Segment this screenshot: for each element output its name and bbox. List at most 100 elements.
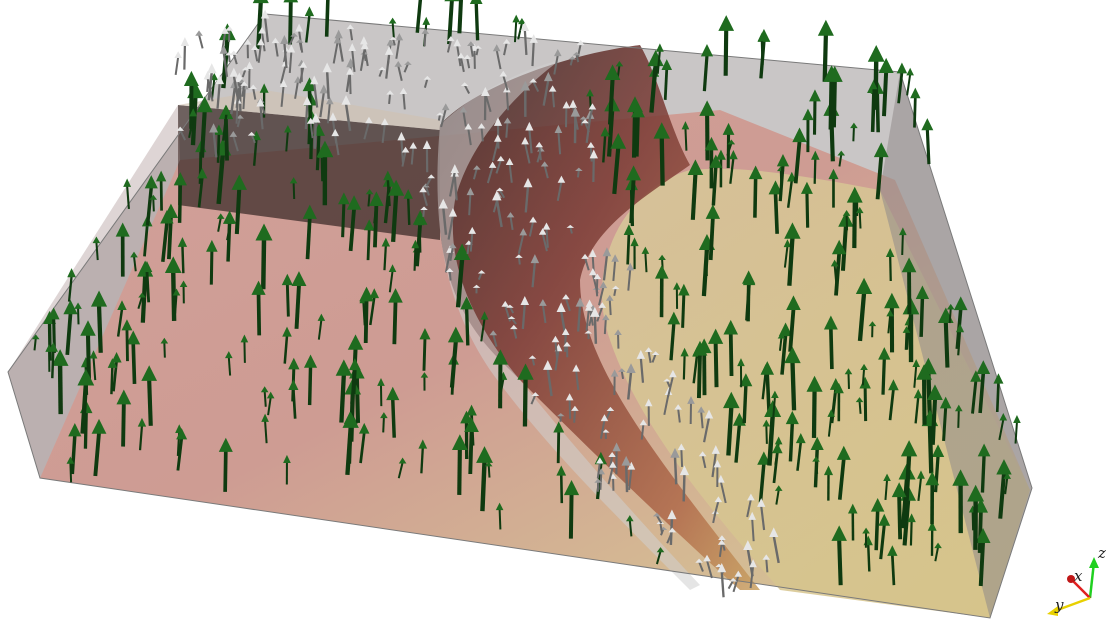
vector-arrow-head: [380, 412, 388, 419]
vector-arrow-head: [663, 378, 671, 382]
vector-arrow-head: [760, 361, 775, 375]
vector-arrow-shaft: [227, 54, 231, 63]
vector-arrow-shaft: [815, 460, 819, 474]
vector-arrow-head: [886, 309, 894, 317]
vector-arrow-shaft: [790, 362, 797, 411]
vector-arrow-head: [174, 51, 182, 59]
vector-arrow-shaft: [232, 135, 239, 152]
vector-arrow-shaft: [904, 331, 908, 350]
vector-arrow-head: [404, 61, 412, 65]
vector-arrow-shaft: [913, 365, 918, 388]
vector-arrow-head: [878, 57, 894, 74]
vector-arrow-shaft: [448, 270, 452, 281]
vector-arrow-shaft: [711, 166, 718, 206]
vector-arrow-shaft: [378, 68, 384, 77]
vector-arrow-shaft: [524, 186, 530, 213]
vector-arrow-shaft: [978, 541, 986, 587]
vector-arrow-shaft: [788, 308, 796, 352]
vector-arrow-head: [444, 0, 460, 2]
vector-arrow-head: [395, 33, 404, 41]
vector-arrow-shaft: [647, 350, 652, 363]
x-axis-line: [1071, 579, 1091, 599]
vector-arrow-shaft: [350, 369, 357, 404]
vector-arrow-shaft: [713, 342, 719, 388]
vector-arrow-head: [360, 36, 368, 45]
vector-arrow-head: [216, 213, 225, 219]
vector-arrow-head: [655, 43, 664, 52]
vector-arrow-shaft: [700, 411, 704, 429]
vector-arrow-shaft: [559, 474, 564, 504]
vector-arrow-head: [539, 299, 547, 306]
vector-arrow-head: [377, 378, 385, 386]
vector-arrow-shaft: [528, 221, 535, 237]
vector-arrow-shaft: [133, 256, 137, 272]
vector-arrow-shaft: [197, 177, 204, 208]
x-axis-marker: [1067, 575, 1075, 583]
vector-arrow-shaft: [181, 245, 185, 274]
vector-arrow-shaft: [644, 252, 648, 273]
vector-arrow-head: [975, 527, 991, 544]
vector-arrow-head: [497, 155, 505, 162]
y-axis-arrowhead: [1047, 606, 1058, 616]
vector-arrow-head: [67, 268, 76, 278]
vector-arrow-head: [621, 455, 631, 466]
vector-arrow-head: [438, 198, 448, 209]
vector-arrow-shaft: [446, 39, 452, 53]
vector-arrow-head: [288, 357, 300, 370]
vector-arrow-head: [80, 320, 96, 336]
vector-arrow-shaft: [422, 190, 428, 206]
vector-arrow-shaft: [267, 397, 272, 416]
vector-arrow-head: [519, 228, 528, 236]
vector-arrow-shaft: [701, 455, 707, 469]
vector-arrow-head: [466, 187, 475, 196]
vector-arrow-head: [512, 14, 521, 23]
vector-arrow-shaft: [288, 1, 293, 45]
vector-arrow-shaft: [383, 245, 387, 271]
vector-arrow-head: [92, 236, 101, 244]
vector-arrow-shaft: [612, 260, 617, 282]
vector-arrow-shaft: [726, 407, 734, 456]
vector-arrow-head: [160, 337, 169, 344]
vector-arrow-shaft: [457, 0, 463, 34]
vector-arrow-head: [846, 186, 863, 203]
vector-arrow-shaft: [313, 83, 319, 108]
vector-arrow-shaft: [631, 111, 638, 158]
vector-arrow-head: [31, 334, 40, 340]
vector-arrow-shaft: [587, 108, 594, 126]
vector-arrow-shaft: [486, 166, 494, 184]
vector-arrow-head: [604, 64, 621, 80]
vector-arrow-head: [225, 25, 234, 31]
vector-arrow-head: [812, 456, 820, 462]
vector-arrow-shaft: [177, 184, 183, 223]
vector-arrow-shaft: [677, 408, 681, 423]
vector-arrow-shaft: [285, 131, 289, 152]
vector-arrow-head: [249, 84, 258, 90]
vector-arrow-shaft: [138, 425, 144, 451]
vector-arrow-shaft: [495, 199, 503, 228]
vector-arrow-shaft: [484, 94, 492, 113]
x-axis-label: x: [1074, 567, 1083, 585]
vector-arrow-shaft: [569, 58, 574, 66]
vector-arrow-shaft: [838, 154, 843, 167]
vector-arrow-head: [828, 168, 839, 180]
vector-arrow-head: [206, 239, 218, 252]
vector-arrow-shaft: [629, 179, 636, 224]
vector-arrow-head: [802, 108, 814, 121]
vector-arrow-shaft: [237, 81, 243, 92]
vector-arrow-head: [722, 122, 735, 135]
vector-arrow-shaft: [541, 304, 547, 324]
vector-arrow-head: [723, 319, 739, 335]
vector-arrow-head: [670, 447, 680, 458]
vector-arrow-shaft: [596, 462, 601, 479]
vector-arrow-head: [626, 515, 634, 522]
vector-arrow-head: [388, 179, 405, 196]
vector-arrow-shaft: [522, 378, 528, 427]
vector-arrow-shaft: [397, 65, 403, 81]
vector-arrow-shaft: [222, 52, 229, 78]
vector-arrow-shaft: [831, 80, 837, 128]
vector-arrow-head: [600, 414, 609, 422]
vector-arrow-head: [506, 212, 515, 218]
vector-arrow-head: [999, 412, 1008, 421]
vector-arrow-shaft: [564, 297, 571, 312]
